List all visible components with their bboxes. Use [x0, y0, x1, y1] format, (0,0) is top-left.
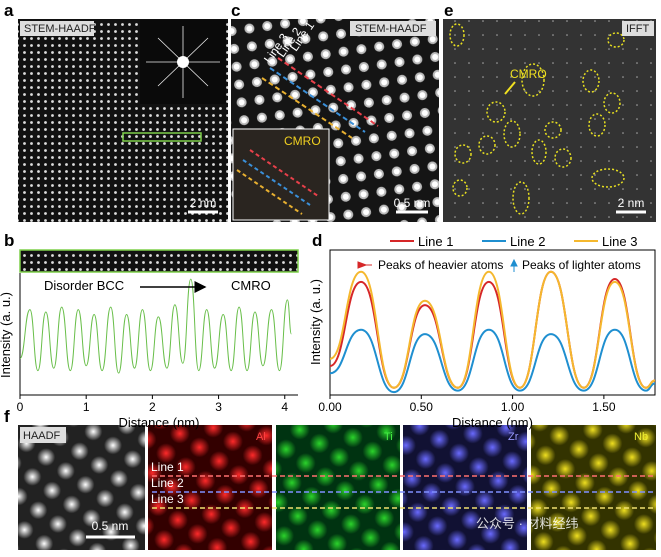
map-label: Nb	[634, 431, 648, 443]
inset-image	[232, 128, 330, 221]
panel-label: d	[312, 231, 322, 250]
tag-box	[622, 21, 654, 36]
nb-map	[531, 425, 656, 550]
annotation-arrow	[510, 258, 518, 272]
series-line	[329, 328, 656, 394]
map-label: Zr	[508, 431, 519, 443]
x-tick-label: 0.50	[410, 400, 434, 414]
inset-label: CMRO	[284, 134, 321, 148]
legend-label: Line 3	[602, 234, 637, 249]
x-tick-label: 2	[149, 400, 156, 414]
x-tick-label: 1.50	[592, 400, 616, 414]
line-label: Line 1	[151, 460, 184, 474]
panel-label: f	[4, 407, 10, 426]
image-label: STEM-HAADF	[24, 23, 96, 35]
scale-label: 0.5 nm	[92, 519, 129, 533]
x-axis-title: Distance (nm)	[452, 415, 533, 430]
tag-box	[20, 21, 94, 36]
x-axis-title: Distance (nm)	[119, 415, 200, 430]
fft-center	[177, 56, 189, 68]
scale-label: 2 nm	[618, 196, 645, 210]
scale-label: 2 nm	[190, 196, 217, 210]
line-label: Line 3	[151, 492, 184, 506]
map-label: HAADF	[23, 430, 61, 442]
x-tick-label: 4	[281, 400, 288, 414]
annotation: Peaks of heavier atoms	[378, 258, 503, 272]
line-guides	[261, 57, 379, 139]
map-label: Ti	[384, 431, 393, 443]
inset-guides	[236, 149, 319, 215]
annotation-arrow	[504, 81, 516, 95]
image-label: STEM-HAADF	[355, 23, 427, 35]
line-label: Line 2	[151, 476, 184, 490]
al-map	[148, 425, 272, 550]
image-label: IFFT	[626, 23, 649, 35]
cmro-regions	[449, 23, 625, 215]
series-line	[19, 278, 292, 374]
watermark: 公众号 · 材料经纬	[476, 516, 579, 531]
ifft-image	[443, 19, 656, 222]
annotation-arrow	[357, 261, 372, 269]
axis-frame	[329, 249, 656, 396]
line-profile-box	[122, 132, 202, 142]
scale-label: 0.5 nm	[394, 196, 431, 210]
panel-label: b	[4, 231, 14, 250]
annotation: Peaks of lighter atoms	[522, 258, 641, 272]
panel-label: e	[444, 1, 453, 20]
series-line	[329, 270, 656, 389]
panel-label: a	[4, 1, 14, 20]
legend-label: Line 1	[418, 234, 453, 249]
panel-label: c	[231, 1, 240, 20]
line-guides	[152, 475, 656, 509]
map-label: Al	[256, 431, 266, 443]
x-tick-label: 0	[17, 400, 24, 414]
x-tick-label: 1.00	[501, 400, 525, 414]
x-tick-label: 1	[83, 400, 90, 414]
zr-map	[403, 425, 527, 550]
series-line	[329, 270, 656, 389]
x-tick-label: 3	[215, 400, 222, 414]
haadf-map	[18, 425, 145, 550]
y-axis-title: Intensity (a. u.)	[0, 292, 13, 378]
annotation: CMRO	[231, 278, 271, 293]
tag-box	[350, 21, 436, 36]
annotation: CMRO	[510, 67, 547, 81]
ti-map	[276, 425, 400, 550]
legend-label: Line 2	[510, 234, 545, 249]
y-axis-title: Intensity (a. u.)	[308, 279, 323, 365]
annotation: Disorder BCC	[44, 278, 124, 293]
tag-box	[20, 427, 66, 443]
x-tick-label: 0.00	[318, 400, 342, 414]
profile-strip	[19, 249, 299, 273]
